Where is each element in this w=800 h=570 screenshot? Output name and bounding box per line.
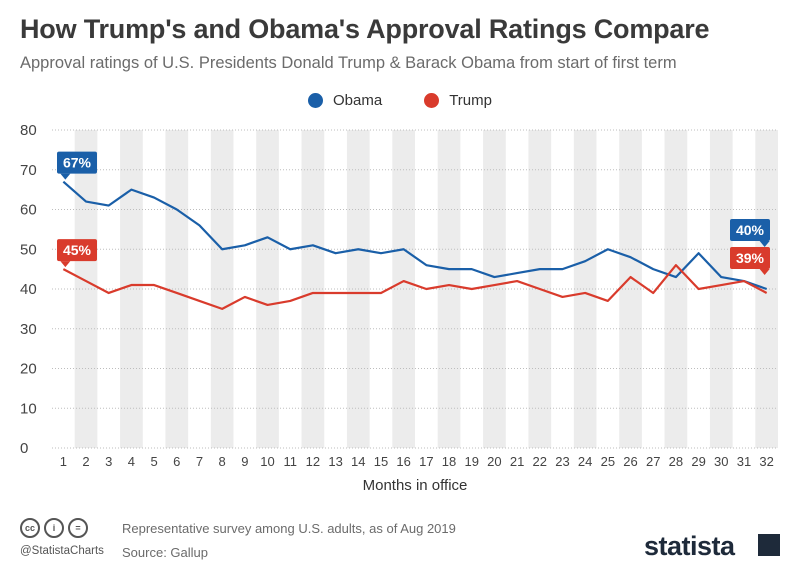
data-label-trump-first: 45% xyxy=(57,239,97,268)
x-tick-label: 2 xyxy=(82,454,89,469)
x-tick-label: 4 xyxy=(128,454,135,469)
x-tick-label: 3 xyxy=(105,454,112,469)
y-tick-label: 60 xyxy=(20,202,37,219)
cc-icon: cc xyxy=(20,518,40,538)
data-label-obama-first: 67% xyxy=(57,151,97,180)
column-band xyxy=(74,130,98,448)
x-tick-label: 10 xyxy=(260,454,274,469)
svg-text:40%: 40% xyxy=(736,222,765,238)
x-tick-label: 26 xyxy=(623,454,637,469)
legend-label-obama: Obama xyxy=(333,92,383,109)
statista-logo-icon xyxy=(758,534,780,556)
x-tick-label: 19 xyxy=(464,454,478,469)
legend-dot-obama xyxy=(308,93,323,108)
x-axis-label: Months in office xyxy=(363,477,468,494)
series-line-trump xyxy=(62,264,768,310)
x-tick-label: 5 xyxy=(150,454,157,469)
legend: Obama Trump xyxy=(0,92,800,109)
statista-logo: statista xyxy=(644,531,735,561)
statista-handle: @StatistaCharts xyxy=(20,545,104,557)
y-tick-label: 70 xyxy=(20,162,37,179)
source-note: Source: Gallup xyxy=(122,545,208,560)
column-band xyxy=(120,130,143,448)
column-band xyxy=(165,130,189,448)
svg-text:39%: 39% xyxy=(736,250,765,266)
survey-note: Representative survey among U.S. adults,… xyxy=(122,521,456,536)
x-tick-label: 30 xyxy=(714,454,728,469)
x-tick-label: 24 xyxy=(578,454,592,469)
x-tick-label: 32 xyxy=(759,454,773,469)
x-tick-label: 21 xyxy=(510,454,524,469)
legend-item-trump: Trump xyxy=(424,92,492,109)
column-band xyxy=(437,130,461,448)
x-tick-label: 27 xyxy=(646,454,660,469)
x-tick-label: 29 xyxy=(691,454,705,469)
legend-label-trump: Trump xyxy=(449,92,492,109)
x-tick-label: 13 xyxy=(328,454,342,469)
x-tick-label: 23 xyxy=(555,454,569,469)
y-tick-label: 20 xyxy=(20,361,37,378)
x-tick-label: 6 xyxy=(173,454,180,469)
y-tick-label: 30 xyxy=(20,321,37,338)
x-tick-label: 16 xyxy=(396,454,410,469)
x-tick-label: 12 xyxy=(306,454,320,469)
x-tick-label: 20 xyxy=(487,454,501,469)
attribution-icon: i xyxy=(44,518,64,538)
x-tick-label: 25 xyxy=(601,454,615,469)
column-band xyxy=(483,130,506,448)
column-band xyxy=(573,130,597,448)
x-tick-label: 22 xyxy=(533,454,547,469)
x-tick-label: 31 xyxy=(737,454,751,469)
column-band xyxy=(210,130,234,448)
x-tick-label: 28 xyxy=(669,454,683,469)
x-tick-label: 18 xyxy=(442,454,456,469)
license-icons: cc i = xyxy=(20,518,88,538)
no-derivatives-icon: = xyxy=(68,518,88,538)
series-line-obama xyxy=(62,180,768,291)
x-tick-label: 8 xyxy=(219,454,226,469)
chart-subtitle: Approval ratings of U.S. Presidents Dona… xyxy=(20,54,677,72)
x-tick-label: 17 xyxy=(419,454,433,469)
y-tick-label: 0 xyxy=(20,440,28,457)
column-band xyxy=(256,130,279,448)
y-tick-label: 10 xyxy=(20,400,37,417)
chart-title: How Trump's and Obama's Approval Ratings… xyxy=(20,14,710,44)
svg-text:67%: 67% xyxy=(63,155,92,171)
legend-item-obama: Obama xyxy=(308,92,382,109)
y-tick-label: 50 xyxy=(20,241,37,258)
y-tick-label: 80 xyxy=(20,122,37,139)
y-tick-label: 40 xyxy=(20,281,37,298)
x-tick-label: 11 xyxy=(283,454,297,469)
x-tick-label: 1 xyxy=(60,454,67,469)
x-tick-label: 9 xyxy=(241,454,248,469)
x-tick-label: 7 xyxy=(196,454,203,469)
x-tick-label: 14 xyxy=(351,454,365,469)
data-label-obama-last: 40% xyxy=(730,219,770,247)
x-tick-label: 15 xyxy=(374,454,388,469)
svg-text:45%: 45% xyxy=(63,242,92,258)
data-label-trump-last: 39% xyxy=(730,247,770,275)
legend-dot-trump xyxy=(424,93,440,108)
column-band xyxy=(619,130,642,448)
